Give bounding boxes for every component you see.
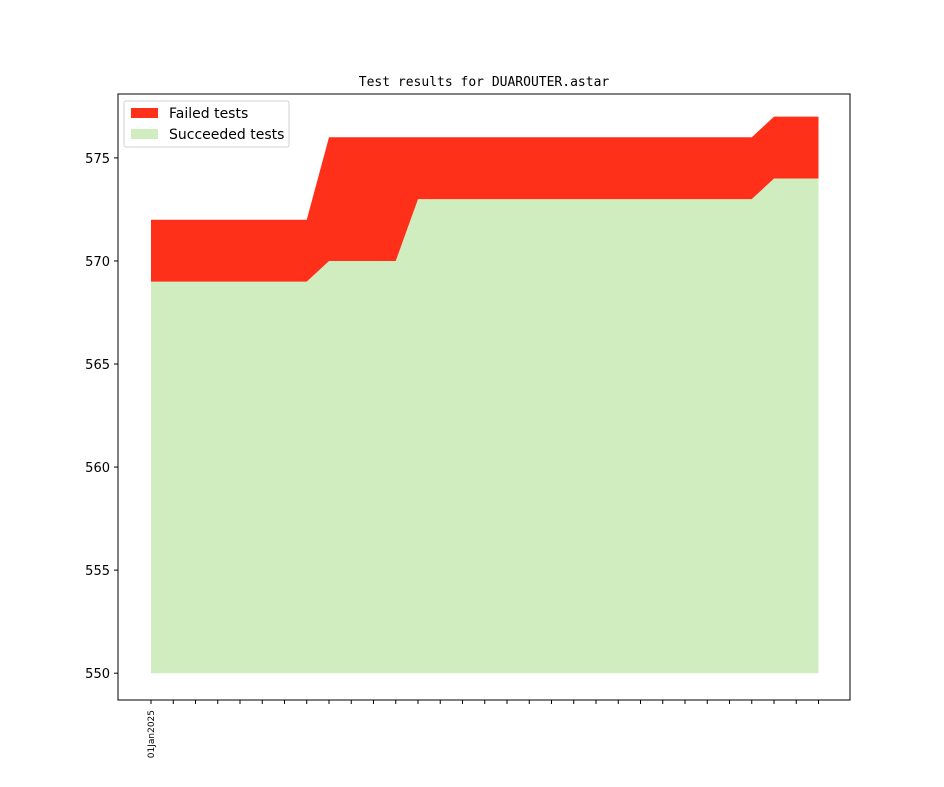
legend: Failed tests Succeeded tests — [123, 100, 290, 148]
y-tick-label: 560 — [85, 461, 110, 476]
y-tick-label: 550 — [85, 667, 110, 682]
legend-label-failed: Failed tests — [169, 106, 248, 122]
legend-label-succeeded: Succeeded tests — [169, 127, 284, 143]
y-axis: 550 555 560 565 570 575 — [85, 152, 118, 682]
y-tick-label: 575 — [85, 152, 110, 167]
x-tick-label: 01Jan2025 — [147, 710, 157, 758]
plot-frame — [117, 93, 851, 701]
area-succeeded-tests — [151, 178, 819, 674]
y-tick-label: 555 — [85, 564, 110, 579]
x-axis: 01Jan2025 — [147, 700, 819, 758]
legend-box — [123, 100, 290, 148]
y-tick-label: 570 — [85, 255, 110, 270]
area-failed-tests — [151, 116, 819, 282]
y-tick-label: 565 — [85, 358, 110, 373]
chart-title: Test results for DUAROUTER.astar — [359, 75, 610, 90]
area-layer — [151, 116, 819, 674]
legend-swatch-failed — [131, 108, 158, 118]
legend-swatch-succeeded — [131, 129, 158, 139]
